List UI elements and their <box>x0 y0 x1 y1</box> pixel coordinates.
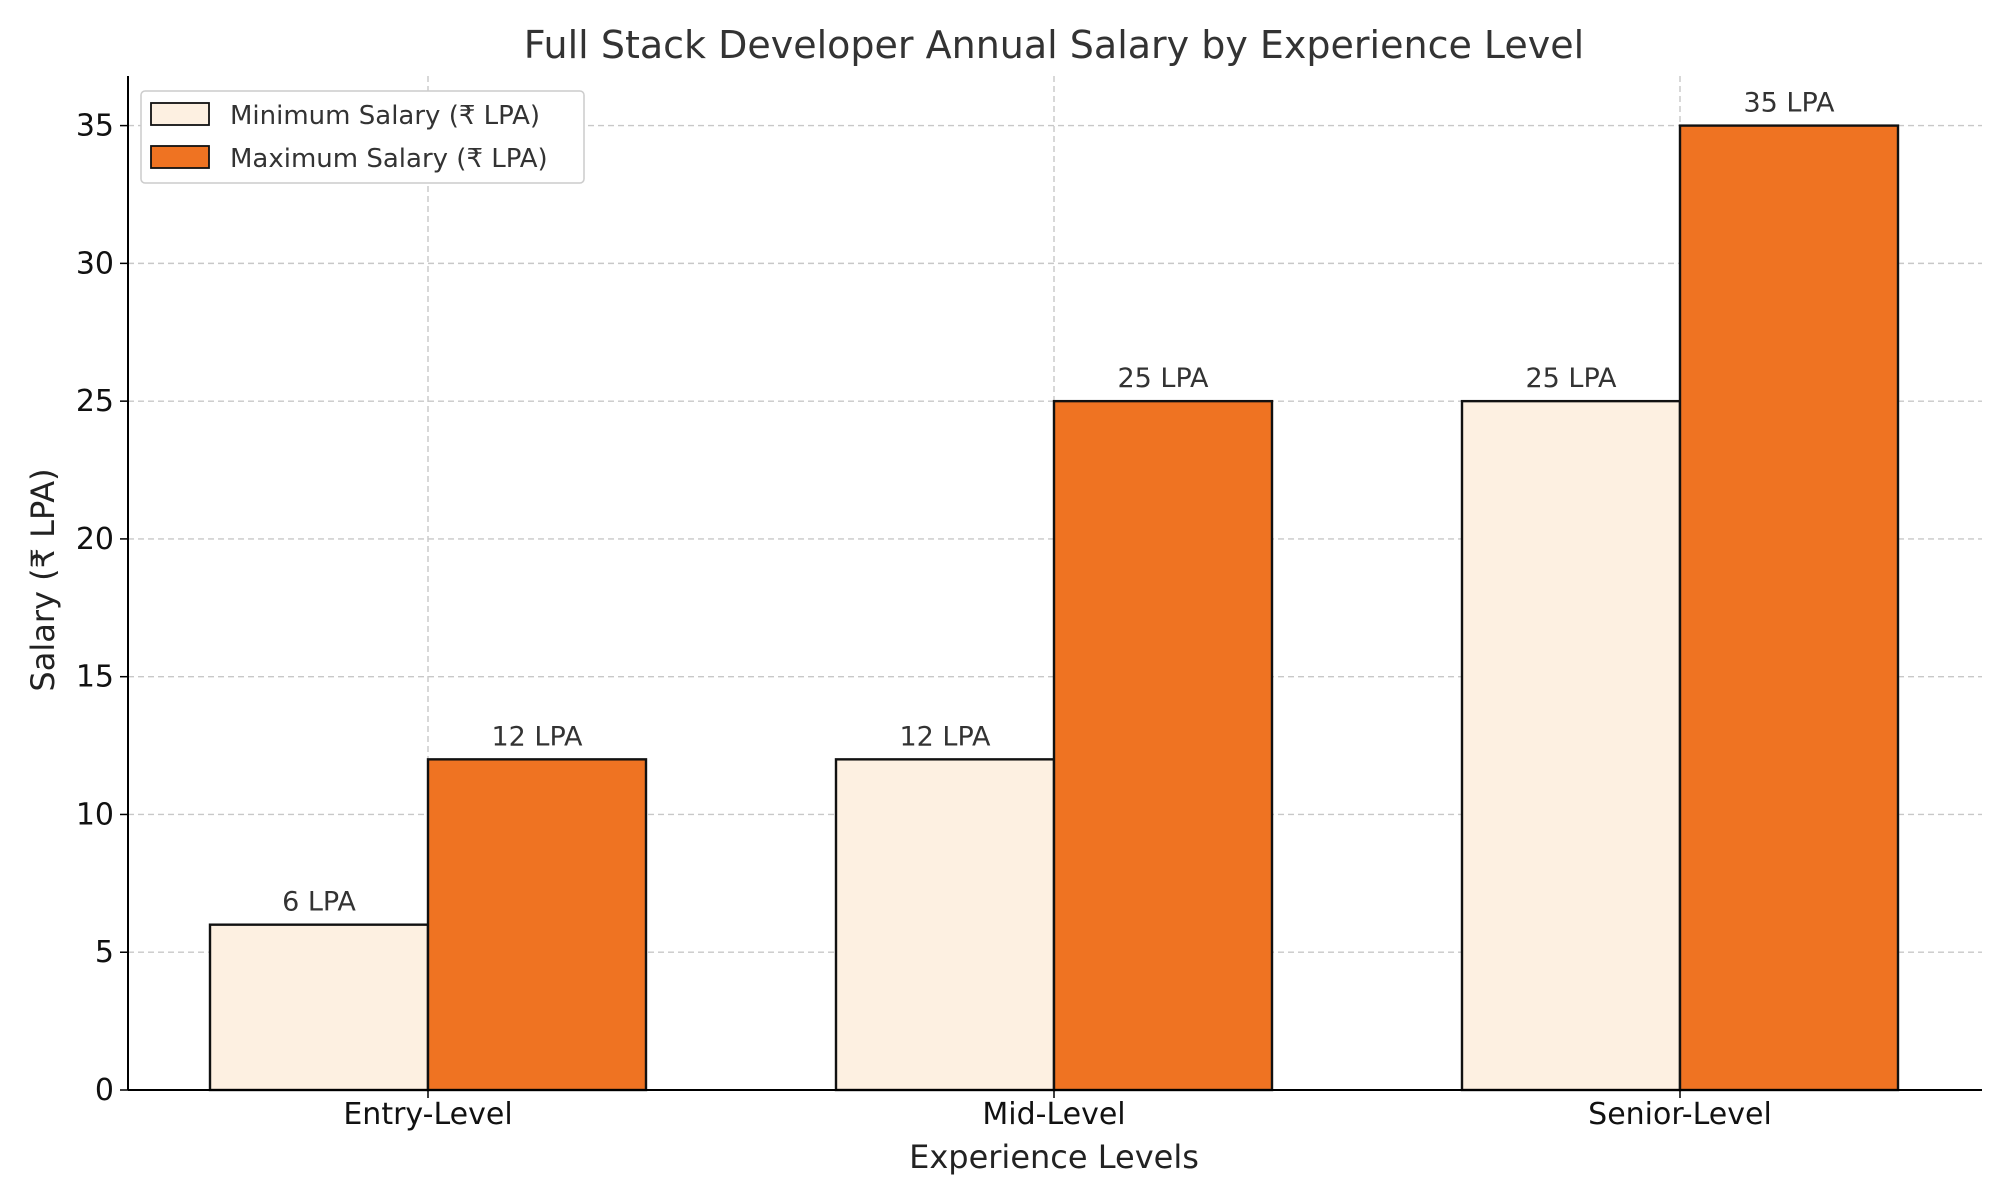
x-axis-label: Experience Levels <box>909 1138 1199 1176</box>
bar-value-label: 25 LPA <box>1117 363 1209 394</box>
legend-max-swatch <box>150 145 210 169</box>
bars <box>208 124 1900 1092</box>
x-tick-label: Mid-Level <box>982 1097 1125 1132</box>
legend-max-label: Maximum Salary (₹ LPA) <box>230 144 548 174</box>
x-tick-label: Entry-Level <box>343 1097 512 1132</box>
y-tick-label: 20 <box>76 522 114 557</box>
y-tick-label: 0 <box>95 1073 114 1108</box>
min-salary-bar <box>834 758 1056 1092</box>
y-tick-label: 10 <box>76 797 114 832</box>
bar-value-label: 35 LPA <box>1743 88 1835 119</box>
min-salary-bar <box>208 923 430 1092</box>
y-tick-label: 25 <box>76 384 114 419</box>
bar-value-label: 12 LPA <box>491 721 583 752</box>
y-tick-label: 15 <box>76 660 114 695</box>
legend-min-swatch <box>150 102 210 126</box>
legend-min-label: Minimum Salary (₹ LPA) <box>230 101 540 131</box>
y-tick-label: 35 <box>76 109 114 144</box>
chart-title: Full Stack Developer Annual Salary by Ex… <box>524 23 1584 67</box>
data-labels: 6 LPA 12 LPA 12 LPA 25 LPA 25 LPA 35 LPA <box>282 88 1835 918</box>
max-salary-bar <box>1052 399 1274 1092</box>
max-salary-bar <box>426 758 648 1092</box>
max-salary-bar <box>1678 124 1900 1092</box>
y-axis-label: Salary (₹ LPA) <box>24 468 62 691</box>
y-tick-label: 5 <box>95 935 114 970</box>
axes: 0 5 10 15 20 25 30 35 Entry-Level Mid-Level Senior… <box>76 76 1982 1132</box>
min-salary-bar <box>1460 399 1682 1092</box>
y-tick-label: 30 <box>76 246 114 281</box>
bar-value-label: 12 LPA <box>899 721 991 752</box>
bar-value-label: 6 LPA <box>282 887 356 918</box>
legend: Minimum Salary (₹ LPA) Maximum Salary (₹… <box>140 90 585 184</box>
bar-value-label: 25 LPA <box>1525 363 1617 394</box>
legend-frame <box>140 90 585 184</box>
x-tick-label: Senior-Level <box>1588 1097 1772 1132</box>
